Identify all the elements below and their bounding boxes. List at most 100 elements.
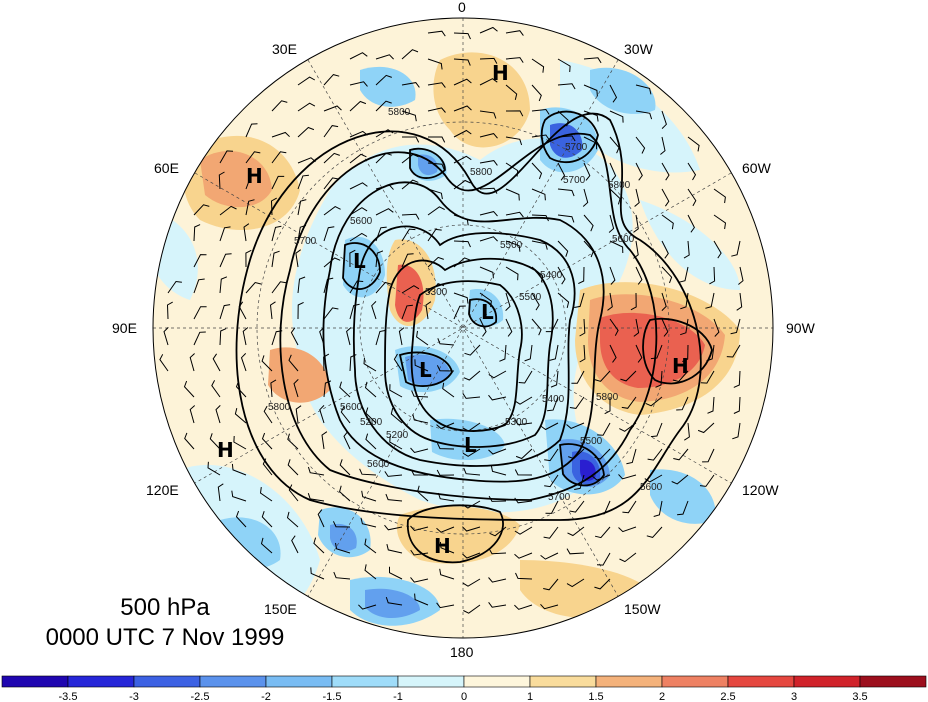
wind-barb xyxy=(323,152,340,164)
wind-barb xyxy=(385,596,403,606)
wind-barb xyxy=(427,58,443,70)
wind-barb xyxy=(531,84,542,102)
wind-barb xyxy=(671,474,689,485)
wind-barb xyxy=(609,188,621,205)
wind-barb xyxy=(646,526,663,538)
wind-barb xyxy=(505,188,520,201)
wind-barb xyxy=(622,500,637,514)
wind-barb xyxy=(488,448,507,455)
wind-barb xyxy=(401,253,414,268)
contour-line xyxy=(279,132,658,501)
anomaly-area xyxy=(430,418,505,461)
wind-barb xyxy=(287,433,299,450)
wind-barb xyxy=(212,353,221,372)
wind-barb xyxy=(402,136,420,143)
wind-barb xyxy=(453,105,472,112)
wind-barb xyxy=(635,110,653,120)
anomaly-area xyxy=(600,312,705,388)
wind-barb xyxy=(288,484,299,502)
colorbar-box xyxy=(661,675,729,688)
wind-barb xyxy=(567,526,585,537)
colorbar-tick-label: -3 xyxy=(129,691,139,702)
wind-barb xyxy=(661,292,667,311)
colorbar-box xyxy=(463,675,531,688)
wind-barb xyxy=(557,83,576,90)
wind-barb xyxy=(730,318,741,335)
contour-label: 5800 xyxy=(388,107,411,118)
wind-barb xyxy=(333,571,351,580)
wind-barb xyxy=(680,318,689,336)
wind-barb xyxy=(297,174,309,190)
wind-barb xyxy=(307,493,325,502)
wind-barb xyxy=(261,432,273,450)
wind-barb xyxy=(524,344,533,362)
wind-barb xyxy=(462,500,481,509)
wind-barb xyxy=(163,327,169,346)
wind-barb xyxy=(574,474,585,490)
wind-barb xyxy=(261,511,273,528)
wind-barb xyxy=(604,397,611,415)
wind-barb xyxy=(731,240,741,257)
wind-barb xyxy=(479,78,498,86)
wind-barb xyxy=(490,465,507,476)
wind-barb xyxy=(271,225,282,242)
wind-barb xyxy=(713,214,727,230)
wind-barb xyxy=(364,538,377,554)
longitude-label: 90E xyxy=(112,320,137,336)
wind-barb xyxy=(349,232,368,242)
wind-barb xyxy=(650,422,663,438)
contour-label: 5300 xyxy=(425,287,448,298)
wind-barb xyxy=(363,357,377,372)
high-pressure-marker: H xyxy=(217,438,234,462)
wind-barb xyxy=(271,151,287,164)
wind-barb xyxy=(193,306,207,320)
low-pressure-marker: L xyxy=(353,249,366,273)
wind-barb xyxy=(243,223,250,242)
wind-barb xyxy=(401,82,420,88)
wind-barb xyxy=(687,162,697,181)
contour-label: 5800 xyxy=(470,167,493,178)
wind-barb xyxy=(661,162,670,181)
anomaly-area xyxy=(418,154,438,176)
wind-barb xyxy=(544,448,559,462)
wind-barb xyxy=(193,254,207,268)
wind-barb xyxy=(626,448,637,465)
colorbar-box xyxy=(133,675,201,688)
wind-barb xyxy=(453,305,466,320)
wind-barb xyxy=(323,177,339,190)
wind-barb xyxy=(349,182,368,190)
wind-barb xyxy=(339,485,351,502)
wind-barb xyxy=(410,549,429,556)
wind-barb xyxy=(427,82,446,88)
colorbar-tick-label: 3 xyxy=(791,691,797,702)
colorbar-box xyxy=(331,675,399,688)
wind-barb xyxy=(245,151,261,164)
wind-barb xyxy=(598,500,611,515)
wind-barb xyxy=(217,483,224,502)
wind-barb xyxy=(488,422,507,432)
wind-barb xyxy=(401,110,417,122)
wind-barb xyxy=(288,354,299,372)
wind-barb xyxy=(677,500,689,516)
wind-barb xyxy=(707,396,715,414)
wind-barb xyxy=(358,604,377,610)
wind-barb xyxy=(437,492,455,502)
contour-label: 5700 xyxy=(565,142,588,153)
wind-barb xyxy=(609,110,624,123)
high-pressure-marker: H xyxy=(246,164,263,188)
wind-barb xyxy=(609,318,619,336)
wind-barb xyxy=(375,281,392,294)
wind-barb xyxy=(271,281,287,294)
wind-barb xyxy=(557,214,575,223)
wind-barb xyxy=(375,208,394,216)
wind-barb xyxy=(233,435,247,450)
wind-barb xyxy=(514,552,533,559)
wind-barb xyxy=(531,240,548,250)
wind-barb xyxy=(463,604,481,614)
wind-barb xyxy=(414,593,429,606)
contour-label: 5200 xyxy=(360,417,383,428)
contour-line xyxy=(559,443,605,487)
wind-barb xyxy=(360,517,377,528)
wind-barb xyxy=(349,81,368,87)
anomaly-area xyxy=(433,52,530,148)
